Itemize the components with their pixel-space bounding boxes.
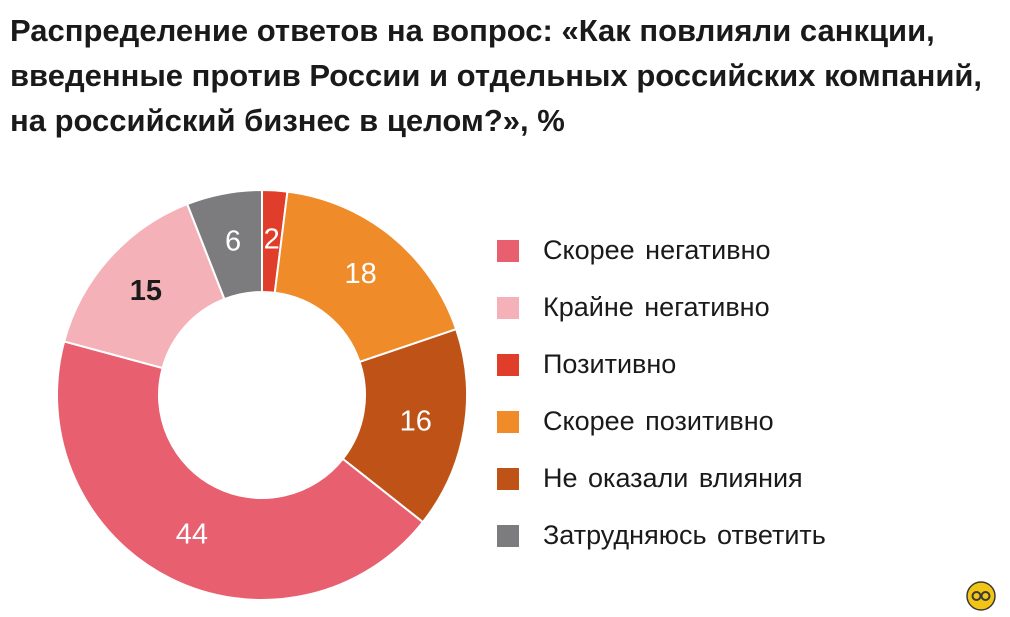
slice-value-label: 44 [176,518,208,550]
legend-item: Крайне негативно [497,279,917,336]
legend-item: Скорее негативно [497,222,917,279]
chart-title: Распределение ответов на вопрос: «Как по… [10,13,983,138]
slice-value-label: 15 [130,275,162,307]
slice-value-label: 6 [225,226,241,258]
legend-label: Скорее позитивно [543,406,774,436]
legend-swatch [497,524,519,547]
chart-legend: Скорее негативно Крайне негативно Позитивн… [497,222,917,564]
slice-value-label: 2 [264,223,280,255]
legend-swatch [497,410,519,433]
donut-slice-4 [56,340,425,601]
legend-swatch [497,467,519,490]
legend-item: Скорее позитивно [497,393,917,450]
donut-slice-6 [185,188,263,301]
legend-label: Позитивно [543,349,677,379]
legend-label: Затрудняюсь ответить [543,520,826,550]
legend-label: Крайне негативно [543,292,770,322]
legend-swatch [497,353,519,376]
legend-item: Не оказали влияния [497,450,917,507]
legend-label: Не оказали влияния [543,463,803,493]
circle-logo-icon [966,581,996,611]
donut-slice-3 [341,327,468,524]
slice-value-label: 16 [400,406,432,438]
legend-swatch [497,239,519,262]
legend-swatch [497,296,519,319]
legend-item: Затрудняюсь ответить [497,507,917,564]
legend-item: Позитивно [497,336,917,393]
slice-value-label: 18 [344,258,376,290]
donut-slice-2 [273,190,458,364]
donut-slice-5 [62,202,226,370]
legend-label: Скорее негативно [543,235,771,265]
